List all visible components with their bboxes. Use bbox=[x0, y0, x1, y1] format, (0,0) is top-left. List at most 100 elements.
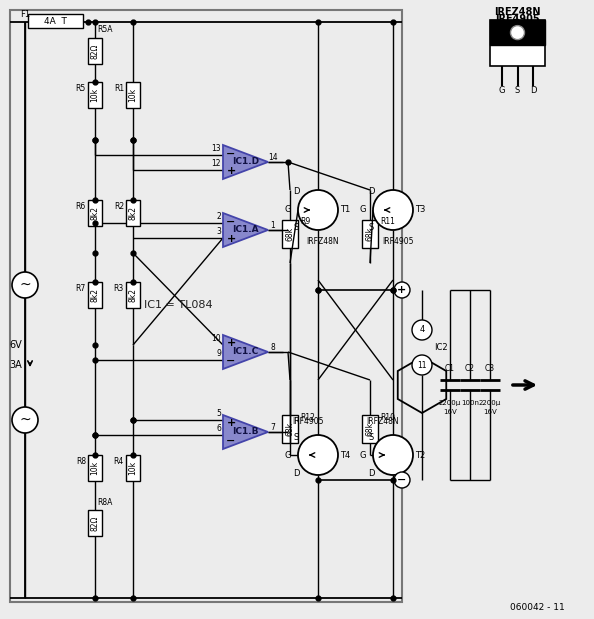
Bar bbox=[490, 20, 545, 45]
Bar bbox=[88, 510, 102, 536]
Bar bbox=[126, 200, 140, 226]
Bar bbox=[282, 220, 298, 248]
Text: 13: 13 bbox=[211, 144, 221, 153]
Text: D: D bbox=[368, 469, 374, 477]
Bar bbox=[362, 415, 378, 443]
Bar bbox=[10, 10, 402, 602]
Bar bbox=[88, 200, 102, 226]
Text: IC1.C: IC1.C bbox=[232, 347, 258, 357]
Text: 10k: 10k bbox=[90, 461, 100, 475]
Bar bbox=[362, 220, 378, 248]
Text: IC1 = TL084: IC1 = TL084 bbox=[144, 300, 212, 310]
Text: R3: R3 bbox=[113, 284, 124, 293]
Text: 68k: 68k bbox=[286, 422, 295, 436]
Bar bbox=[126, 455, 140, 481]
Text: IC1.D: IC1.D bbox=[232, 157, 259, 167]
Text: 68k: 68k bbox=[365, 227, 374, 241]
Text: F1: F1 bbox=[20, 10, 30, 19]
Text: D: D bbox=[530, 86, 536, 95]
Bar bbox=[282, 415, 298, 443]
Text: 11: 11 bbox=[417, 360, 426, 370]
Text: IC1.B: IC1.B bbox=[232, 428, 259, 436]
Text: ~: ~ bbox=[19, 278, 31, 292]
Text: 16V: 16V bbox=[483, 409, 497, 415]
Bar bbox=[88, 455, 102, 481]
Circle shape bbox=[12, 272, 38, 298]
Polygon shape bbox=[223, 145, 268, 179]
Text: R5: R5 bbox=[76, 84, 86, 93]
Text: D: D bbox=[293, 469, 299, 477]
Text: +: + bbox=[226, 233, 236, 243]
Text: 3: 3 bbox=[216, 227, 221, 236]
Text: −: − bbox=[226, 217, 236, 227]
Text: R10: R10 bbox=[380, 412, 395, 422]
Text: −: − bbox=[226, 355, 236, 365]
Bar bbox=[88, 38, 102, 64]
Text: 8k2: 8k2 bbox=[128, 288, 137, 302]
Text: R8: R8 bbox=[76, 457, 86, 466]
Text: 9: 9 bbox=[216, 349, 221, 358]
Text: ~: ~ bbox=[19, 413, 31, 427]
Text: 68k: 68k bbox=[286, 227, 295, 241]
Text: IC1.A: IC1.A bbox=[232, 225, 259, 235]
Circle shape bbox=[412, 320, 432, 340]
Circle shape bbox=[298, 190, 338, 230]
Text: +: + bbox=[226, 165, 236, 176]
Text: IRFZ48N: IRFZ48N bbox=[307, 238, 339, 246]
Text: R1: R1 bbox=[114, 84, 124, 93]
Text: −: − bbox=[226, 149, 236, 158]
Text: 10k: 10k bbox=[128, 88, 137, 102]
Text: 82Ω: 82Ω bbox=[90, 515, 100, 530]
Text: S: S bbox=[368, 433, 374, 441]
Polygon shape bbox=[223, 335, 268, 369]
Text: 4A  T: 4A T bbox=[43, 17, 67, 25]
Text: R11: R11 bbox=[380, 217, 395, 227]
Text: 68k: 68k bbox=[365, 422, 374, 436]
Text: 12: 12 bbox=[211, 159, 221, 168]
Text: 6V: 6V bbox=[10, 340, 22, 350]
Bar bbox=[28, 14, 83, 28]
Text: G: G bbox=[285, 206, 291, 215]
Text: IC2: IC2 bbox=[434, 344, 448, 352]
Text: 2: 2 bbox=[216, 212, 221, 221]
Text: R9: R9 bbox=[300, 217, 310, 227]
Text: G: G bbox=[360, 206, 366, 215]
Text: R7: R7 bbox=[76, 284, 86, 293]
Text: R5A: R5A bbox=[97, 25, 112, 34]
Circle shape bbox=[373, 190, 413, 230]
Circle shape bbox=[394, 282, 410, 298]
Text: IRF4905: IRF4905 bbox=[383, 238, 414, 246]
Text: R4: R4 bbox=[113, 457, 124, 466]
Text: C2: C2 bbox=[465, 364, 475, 373]
Text: D: D bbox=[368, 188, 374, 196]
Text: R2: R2 bbox=[114, 202, 124, 211]
Bar bbox=[88, 82, 102, 108]
Text: 10k: 10k bbox=[128, 461, 137, 475]
Text: +: + bbox=[226, 418, 236, 428]
Text: S: S bbox=[515, 86, 520, 95]
Text: 8k2: 8k2 bbox=[128, 206, 137, 220]
Text: 4: 4 bbox=[419, 326, 425, 334]
Text: S: S bbox=[368, 223, 374, 233]
Text: 2200μ: 2200μ bbox=[439, 400, 461, 406]
Text: 8k2: 8k2 bbox=[90, 288, 100, 302]
Text: R12: R12 bbox=[300, 412, 315, 422]
Bar bbox=[88, 282, 102, 308]
Text: T4: T4 bbox=[340, 451, 350, 459]
Text: 2200μ: 2200μ bbox=[479, 400, 501, 406]
Text: 7: 7 bbox=[270, 423, 276, 431]
Text: T3: T3 bbox=[415, 206, 425, 215]
Text: T1: T1 bbox=[340, 206, 350, 215]
Text: G: G bbox=[360, 451, 366, 459]
Text: IRFZ48N: IRFZ48N bbox=[366, 417, 399, 426]
Text: 16V: 16V bbox=[443, 409, 457, 415]
Text: C3: C3 bbox=[485, 364, 495, 373]
Bar bbox=[126, 82, 140, 108]
Text: 060042 - 11: 060042 - 11 bbox=[510, 602, 565, 612]
Text: R8A: R8A bbox=[97, 498, 112, 507]
Text: 5: 5 bbox=[216, 409, 221, 418]
Circle shape bbox=[510, 25, 525, 40]
Text: −: − bbox=[226, 436, 236, 446]
Polygon shape bbox=[223, 213, 268, 247]
Circle shape bbox=[298, 435, 338, 475]
